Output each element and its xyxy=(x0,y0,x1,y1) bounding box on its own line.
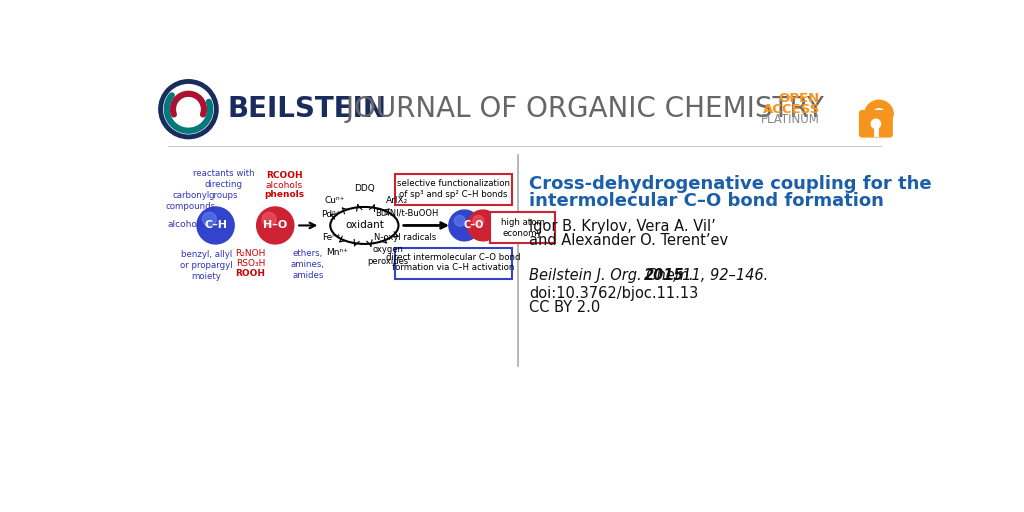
Text: CC BY 2.0: CC BY 2.0 xyxy=(529,300,601,315)
Circle shape xyxy=(257,207,294,244)
Circle shape xyxy=(467,210,499,241)
Text: R₂NOH: R₂NOH xyxy=(236,248,265,258)
Text: JOURNAL OF ORGANIC CHEMISTRY: JOURNAL OF ORGANIC CHEMISTRY xyxy=(337,95,824,123)
Text: , 11, 92–146.: , 11, 92–146. xyxy=(673,268,768,283)
Text: RSO₃H: RSO₃H xyxy=(236,259,265,268)
Circle shape xyxy=(449,210,480,241)
Text: Pdⁿ⁺: Pdⁿ⁺ xyxy=(322,210,341,219)
Text: and Alexander O. Terent’ev: and Alexander O. Terent’ev xyxy=(529,233,728,248)
Text: N-oxyl radicals: N-oxyl radicals xyxy=(374,233,436,242)
Text: ethers,
amines,
amides: ethers, amines, amides xyxy=(291,248,325,280)
Circle shape xyxy=(262,212,276,226)
Text: PLATINUM: PLATINUM xyxy=(761,114,820,126)
Circle shape xyxy=(871,119,881,129)
Text: RCOOH: RCOOH xyxy=(266,171,303,180)
Text: Beilstein J. Org. Chem.: Beilstein J. Org. Chem. xyxy=(529,268,698,283)
Text: C–H: C–H xyxy=(204,221,227,230)
Text: alcohols: alcohols xyxy=(266,181,303,190)
Text: reactants with
directing
groups: reactants with directing groups xyxy=(193,169,254,200)
Ellipse shape xyxy=(331,207,398,244)
Text: ACCESS: ACCESS xyxy=(763,103,820,116)
Text: Igor B. Krylov, Vera A. Vil’: Igor B. Krylov, Vera A. Vil’ xyxy=(529,219,716,234)
Text: DDQ: DDQ xyxy=(354,184,375,193)
Text: phenols: phenols xyxy=(264,190,304,199)
Circle shape xyxy=(473,216,483,226)
Text: selective functionalization: selective functionalization xyxy=(397,179,510,187)
Text: economy: economy xyxy=(503,229,543,238)
Text: H–O: H–O xyxy=(263,221,288,230)
FancyBboxPatch shape xyxy=(394,248,512,279)
Text: oxidant: oxidant xyxy=(345,221,384,230)
Text: high atom: high atom xyxy=(501,218,545,227)
Text: ROOH: ROOH xyxy=(236,269,265,278)
Text: of sp³ and sp² C–H bonds: of sp³ and sp² C–H bonds xyxy=(399,190,508,199)
Circle shape xyxy=(197,207,234,244)
Text: ArIX₂: ArIX₂ xyxy=(386,196,408,205)
Text: alcohols: alcohols xyxy=(168,220,205,229)
Text: OPEN: OPEN xyxy=(779,92,820,105)
Text: intermolecular C–O bond formation: intermolecular C–O bond formation xyxy=(529,193,885,210)
FancyBboxPatch shape xyxy=(859,111,892,137)
Text: doi:10.3762/bjoc.11.13: doi:10.3762/bjoc.11.13 xyxy=(529,286,698,301)
Circle shape xyxy=(455,216,465,226)
Text: Bu₄NI/t-BuOOH: Bu₄NI/t-BuOOH xyxy=(376,208,438,218)
Text: Cross-dehydrogenative coupling for the: Cross-dehydrogenative coupling for the xyxy=(529,176,932,194)
Text: 2015: 2015 xyxy=(644,268,685,283)
Text: benzyl, allyl
or propargyl
moiety: benzyl, allyl or propargyl moiety xyxy=(180,250,232,281)
FancyBboxPatch shape xyxy=(394,174,512,205)
Text: direct intermolecular C–O bond: direct intermolecular C–O bond xyxy=(386,252,521,262)
FancyBboxPatch shape xyxy=(489,212,555,243)
Text: carbonyl
compounds: carbonyl compounds xyxy=(166,191,216,211)
Text: Feⁿ⁺: Feⁿ⁺ xyxy=(322,232,340,242)
Text: oxygen
peroxides: oxygen peroxides xyxy=(367,245,409,266)
Text: BEILSTEIN: BEILSTEIN xyxy=(227,95,386,123)
Circle shape xyxy=(203,212,216,226)
Text: C–O: C–O xyxy=(464,221,483,230)
Text: Mnⁿ⁺: Mnⁿ⁺ xyxy=(327,248,348,257)
Text: formation via C–H activation: formation via C–H activation xyxy=(392,263,515,272)
Text: Cuⁿ⁺: Cuⁿ⁺ xyxy=(325,196,345,205)
